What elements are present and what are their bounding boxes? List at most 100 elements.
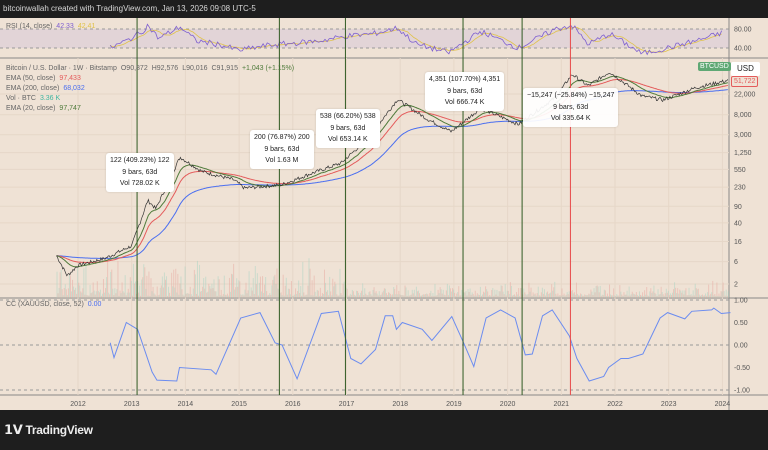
volume-bar: [210, 288, 212, 298]
volume-bar: [566, 292, 568, 298]
volume-bar: [519, 295, 521, 298]
chart-area[interactable]: 2012 2013 2014 2015 2016 2017 2018 2019 2020 2021…: [0, 18, 768, 410]
volume-bar: [316, 289, 318, 298]
volume-bar: [663, 295, 665, 298]
volume-bar: [588, 293, 590, 298]
volume-bar: [186, 293, 188, 298]
x-tick-label: 2018: [392, 401, 408, 408]
volume-bar: [104, 292, 106, 298]
price-tick-label: 2: [734, 281, 738, 288]
measure-annotation-3: 538 (66.20%) 538 9 bars, 63d Vol 653.14 K: [316, 109, 380, 148]
volume-bar: [368, 292, 370, 298]
volume-bar: [270, 294, 272, 298]
volume-bar: [264, 284, 266, 298]
volume-bar: [317, 290, 319, 298]
rsi-tick-label: 40.00: [734, 46, 752, 53]
volume-bar: [279, 292, 281, 298]
volume-bar: [207, 291, 209, 298]
volume-bar: [720, 291, 722, 298]
volume-bar: [619, 285, 621, 298]
volume-bar: [112, 288, 114, 298]
volume-bar: [656, 295, 658, 298]
volume-bar: [339, 268, 341, 298]
volume-bar: [506, 290, 508, 298]
volume-bar: [468, 291, 470, 298]
volume-bar: [82, 288, 84, 298]
volume-bar: [72, 279, 74, 298]
volume-bar: [650, 288, 652, 298]
volume-bar: [151, 291, 153, 298]
volume-bar: [581, 294, 583, 298]
volume-bar: [645, 294, 647, 298]
volume-bar: [77, 267, 79, 298]
volume-bar: [559, 295, 561, 298]
volume-bar: [560, 295, 562, 298]
volume-bar: [501, 285, 503, 298]
volume-bar: [665, 288, 667, 298]
volume-bar: [208, 283, 210, 298]
volume-bar: [526, 295, 528, 298]
volume-bar: [381, 292, 383, 298]
volume-bar: [93, 290, 95, 298]
volume-bar: [78, 282, 80, 298]
volume-bar: [211, 283, 213, 298]
volume-bar: [201, 291, 203, 298]
volume-bar: [678, 293, 680, 298]
volume-bar: [544, 295, 546, 298]
volume-bar: [164, 279, 166, 298]
volume-bar: [617, 295, 619, 298]
price-tick-label: 550: [734, 167, 746, 174]
volume-bar: [470, 294, 472, 298]
volume-bar: [561, 288, 563, 298]
volume-bar: [602, 295, 604, 298]
x-tick-label: 2012: [70, 401, 86, 408]
volume-bar: [595, 286, 597, 298]
volume-bar: [85, 263, 87, 298]
volume-bar: [375, 291, 377, 298]
volume-bar: [446, 283, 448, 298]
volume-bar: [150, 278, 152, 298]
annotation-volume: Vol 1.63 M: [265, 157, 299, 164]
volume-bar: [209, 286, 211, 298]
volume-bar: [488, 295, 490, 298]
volume-bar: [75, 287, 77, 298]
volume-bar: [220, 289, 222, 298]
volume-bar: [63, 288, 65, 298]
volume-bar: [700, 295, 702, 298]
volume-bar: [484, 292, 486, 298]
volume-bar: [425, 294, 427, 298]
volume-bar: [426, 293, 428, 298]
rsi-line: [109, 23, 722, 56]
volume-bar: [710, 293, 712, 298]
x-tick-label: 2022: [607, 401, 623, 408]
volume-bar: [600, 295, 602, 298]
price-tick-label: 6: [734, 259, 738, 266]
volume-bar: [152, 286, 154, 298]
volume-bar: [567, 294, 569, 298]
tradingview-logo[interactable]: 𝟭𝗩 TradingView: [4, 422, 93, 438]
volume-bar: [461, 289, 463, 298]
volume-bar: [273, 276, 275, 298]
volume-bar: [502, 291, 504, 298]
volume-bar: [247, 290, 249, 298]
volume-bar: [334, 281, 336, 298]
volume-bar: [107, 260, 109, 298]
volume-bar: [706, 295, 708, 298]
currency-button[interactable]: USD: [731, 62, 760, 76]
volume-bar: [453, 289, 455, 298]
volume-bar: [328, 295, 330, 298]
volume-bar: [111, 269, 113, 298]
volume-bar: [330, 291, 332, 298]
symbol-label: Bitcoin / U.S. Dollar · 1W · Bitstamp: [6, 65, 117, 72]
volume-bar: [658, 294, 660, 298]
volume-bar: [553, 287, 555, 298]
volume-bar: [570, 291, 572, 298]
volume-bar: [267, 295, 269, 298]
volume-bar: [680, 290, 682, 298]
price-tick-label: 22,000: [734, 92, 756, 99]
volume-bar: [170, 295, 172, 298]
volume-bar: [549, 293, 551, 298]
volume-bar: [133, 283, 135, 298]
annotation-bars: 9 bars, 63d: [330, 124, 366, 132]
volume-bar: [479, 286, 481, 298]
